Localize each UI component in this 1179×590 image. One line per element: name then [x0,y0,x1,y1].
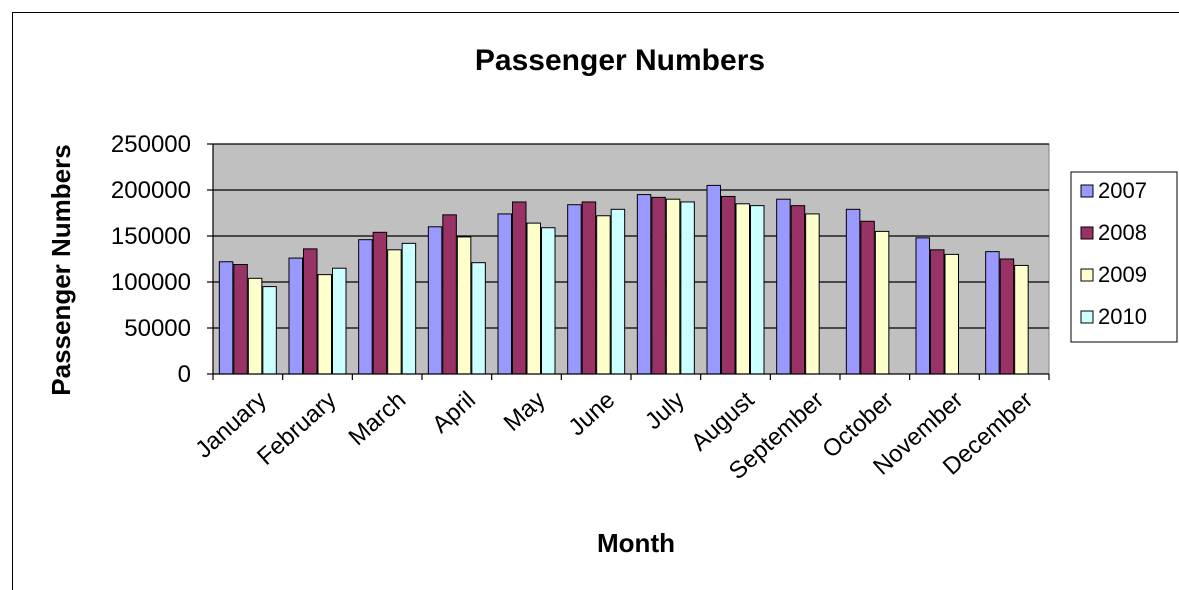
bar-2010-march [401,242,417,375]
bar-2009-july [665,198,681,375]
bar-2009-february [317,274,332,375]
y-tick-label: 0 [178,361,191,388]
bar-2008-july [651,196,666,375]
legend-label-2010: 2010 [1098,304,1147,329]
x-tick-label-july: July [640,386,690,435]
y-tick-label: 50000 [124,315,191,342]
x-tick-label-march: March [344,386,412,451]
y-axis-tick-labels: 0 50000 100000 150000 200000 250000 [111,131,191,388]
bar-2008-march [372,231,388,375]
bar-2009-march [387,249,402,375]
legend-swatch-2010 [1080,310,1094,324]
bar-2007-august [706,184,721,375]
y-tick-label: 200000 [111,177,191,204]
legend-swatch-2007 [1080,184,1094,198]
bars [218,184,1029,375]
bar-2007-march [358,239,373,375]
bar-2007-december [985,251,1000,375]
x-tick-label-april: April [427,386,481,438]
legend-label-2009: 2009 [1098,262,1147,287]
bar-2007-october [845,208,861,375]
bar-2007-november [915,237,930,375]
bar-2010-july [680,201,695,375]
bar-2009-january [247,277,263,375]
bar-2007-september [776,198,791,375]
bar-2009-october [874,230,890,375]
y-axis-title: Passenger Numbers [46,144,76,395]
bar-2008-april [442,214,457,375]
x-tick-label-may: May [499,386,551,436]
bar-2008-october [860,220,875,375]
bar-2010-may [541,227,556,375]
bar-2007-january [218,261,234,375]
bar-2009-august [735,203,750,375]
legend-swatch-2008 [1080,226,1094,240]
legend-label-2007: 2007 [1098,178,1147,203]
chart-title: Passenger Numbers [475,44,765,77]
bar-2009-may [526,222,541,375]
bar-2007-may [497,213,512,375]
bar-2008-february [303,248,318,375]
axes [207,143,1050,380]
bar-2009-november [944,253,959,375]
x-tick-label-june: June [563,386,620,441]
bar-2008-june [581,201,597,375]
chart-frame [12,12,1179,590]
bar-2008-september [790,205,806,375]
legend-swatch-2009 [1080,268,1094,282]
bar-2007-july [636,194,652,375]
bar-2008-august [721,195,736,375]
legend: 2007 2008 2009 2010 [1070,171,1178,343]
bar-2007-april [427,226,443,375]
x-axis-title: Month [597,528,675,558]
plot-area [212,143,1050,375]
x-tick-label-february: February [252,386,341,470]
bar-2010-january [262,286,277,375]
legend-label-2008: 2008 [1098,220,1147,245]
bar-2009-april [456,236,472,375]
bar-2009-december [1014,264,1029,375]
bar-2010-june [610,208,626,375]
y-tick-label: 250000 [111,131,191,158]
bar-2009-june [596,215,611,375]
y-tick-label: 150000 [111,223,191,250]
bar-2008-may [512,201,527,375]
bar-2010-april [471,262,486,375]
y-tick-label: 100000 [111,269,191,296]
bar-2009-september [805,213,820,375]
bar-2007-february [288,257,303,375]
gridlines [213,143,1049,329]
bar-2008-january [233,264,248,375]
bar-2008-december [999,258,1015,375]
bar-2010-february [332,267,347,375]
bar-2008-november [930,249,945,375]
bar-2010-august [750,205,765,375]
bar-2007-june [567,204,582,375]
